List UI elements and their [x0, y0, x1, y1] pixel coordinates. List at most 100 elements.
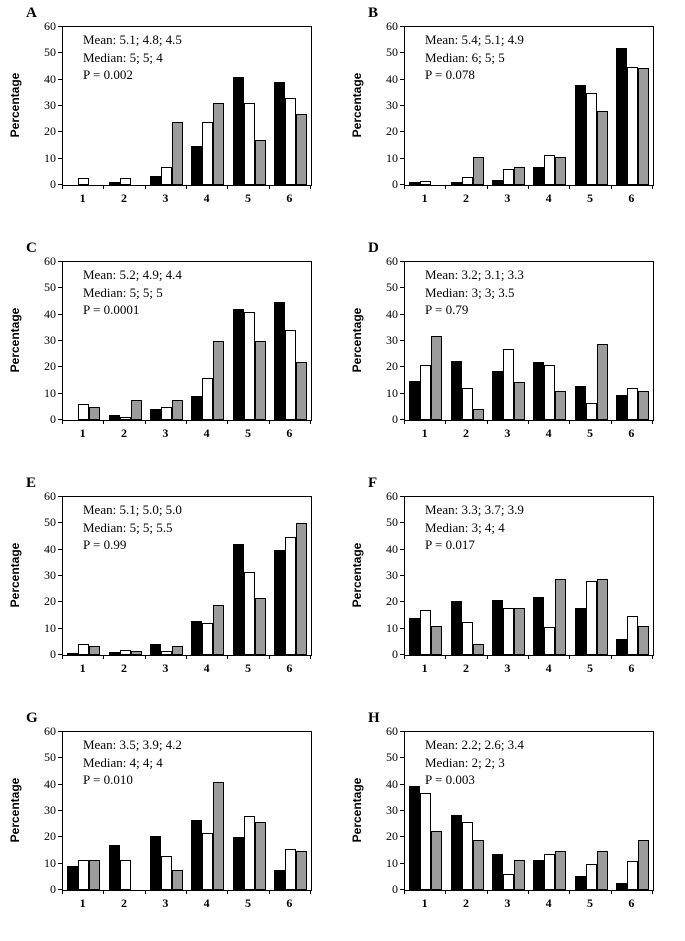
bar-black-cat5: [232, 309, 244, 420]
bar-black-cat4: [533, 597, 545, 655]
bar-gray-cat5: [596, 850, 608, 890]
y-tick-mark: [58, 157, 62, 159]
y-tick-mark: [58, 78, 62, 80]
y-tick-mark: [58, 522, 62, 524]
y-axis-label: Percentage: [350, 777, 364, 843]
bar-white-cat4: [544, 627, 556, 655]
y-tick-label: 40: [44, 71, 56, 86]
bar-white-cat2: [461, 821, 473, 890]
x-tick-label: 6: [286, 896, 293, 910]
bar-black-cat1: [67, 866, 79, 890]
x-tick-mark: [186, 655, 187, 659]
bar-gray-cat1: [89, 406, 101, 420]
y-tick-label: 10: [386, 855, 398, 870]
bar-gray-cat3: [171, 870, 183, 890]
bar-gray-cat1: [431, 626, 443, 655]
panel-letter: E: [26, 475, 37, 491]
y-tick-mark: [400, 26, 404, 27]
x-tick-label: 2: [463, 191, 469, 205]
bar-white-cat6: [284, 98, 296, 185]
y-tick-label: 60: [44, 254, 56, 268]
bar-gray-cat4: [213, 782, 225, 890]
plot-area: Mean: 5.2; 4.9; 4.4 Median: 5; 5; 5 P = 0.…: [62, 261, 312, 421]
y-tick-mark: [400, 313, 404, 315]
y-axis-label: Percentage: [8, 542, 22, 608]
x-tick-mark: [310, 420, 311, 424]
y-tick-label: 40: [386, 71, 398, 86]
panel-letter: G: [26, 710, 38, 726]
y-tick-label: 0: [392, 647, 398, 661]
x-tick-mark: [268, 655, 270, 659]
y-tick-label: 50: [44, 515, 56, 530]
x-tick-mark: [186, 185, 187, 189]
chart-panel-H: H Percentage Mean: 2.2; 2.6; 3.4 Median: 2;…: [342, 705, 685, 940]
bar-gray-cat3: [513, 381, 525, 420]
stats-annotation-line: P = 0.017: [425, 537, 475, 553]
stats-annotation-line: Median: 6; 5; 5: [425, 49, 505, 65]
x-tick-mark: [445, 655, 447, 659]
y-tick-label: 10: [44, 855, 56, 870]
bar-gray-cat6: [637, 626, 649, 655]
x-tick-label: 5: [587, 191, 593, 205]
bar-black-cat3: [149, 409, 161, 420]
y-tick-label: 10: [386, 620, 398, 635]
plot-area: Mean: 3.3; 3.7; 3.9 Median: 3; 4; 4 P = 0.…: [404, 496, 654, 656]
y-tick-mark: [400, 261, 404, 262]
x-tick-label: 5: [245, 191, 251, 205]
y-tick-label: 30: [44, 98, 56, 112]
x-tick-mark: [528, 185, 529, 189]
bar-black-cat5: [574, 875, 586, 890]
stats-annotation-line: Mean: 2.2; 2.6; 3.4: [425, 737, 524, 752]
stats-annotation-line: Median: 3; 4; 4: [425, 519, 505, 535]
bar-black-cat6: [273, 870, 285, 890]
y-tick-mark: [58, 313, 62, 315]
y-tick-mark: [58, 287, 62, 289]
y-tick-label: 20: [44, 124, 56, 139]
y-tick-label: 0: [392, 177, 398, 191]
bar-black-cat6: [273, 549, 285, 655]
y-tick-mark: [400, 392, 404, 394]
x-tick-label: 6: [628, 191, 635, 205]
y-tick-label: 10: [386, 385, 398, 400]
bar-white-cat1: [420, 364, 432, 420]
x-tick-label: 1: [421, 191, 428, 205]
bar-black-cat5: [232, 544, 244, 655]
bar-gray-cat4: [555, 157, 567, 185]
x-tick-mark: [227, 185, 229, 189]
y-tick-mark: [400, 184, 404, 185]
y-tick-mark: [58, 340, 62, 341]
x-tick-mark: [610, 890, 612, 894]
bar-gray-cat3: [513, 859, 525, 890]
x-tick-mark: [103, 420, 105, 424]
x-tick-mark: [103, 890, 105, 894]
bar-white-cat2: [119, 178, 131, 185]
bar-gray-cat1: [89, 645, 101, 655]
y-tick-label: 0: [50, 412, 56, 426]
stats-annotation-line: P = 0.010: [83, 772, 133, 788]
bar-black-cat4: [533, 362, 545, 420]
x-tick-mark: [227, 890, 229, 894]
x-tick-label: 6: [628, 896, 635, 910]
y-tick-mark: [400, 757, 404, 759]
x-tick-mark: [445, 185, 447, 189]
y-tick-label: 20: [44, 594, 56, 609]
y-tick-label: 20: [386, 359, 398, 374]
bar-white-cat4: [202, 121, 214, 185]
y-tick-label: 20: [44, 829, 56, 844]
stats-annotation-line: P = 0.79: [425, 302, 469, 318]
bar-black-cat6: [273, 82, 285, 185]
stats-annotation: Mean: 5.4; 5.1; 4.9 Median: 6; 5; 5 P = 0.…: [425, 31, 524, 84]
bar-white-cat5: [243, 816, 255, 890]
x-tick-label: 4: [203, 896, 210, 910]
bar-black-cat6: [615, 48, 627, 185]
x-tick-label: 3: [162, 896, 169, 910]
stats-annotation-line: P = 0.0001: [83, 302, 140, 318]
bar-white-cat5: [243, 572, 255, 655]
y-tick-label: 50: [386, 280, 398, 295]
y-tick-mark: [58, 184, 62, 185]
x-tick-mark: [652, 420, 653, 424]
stats-annotation-line: P = 0.078: [425, 67, 475, 83]
bar-gray-cat3: [171, 645, 183, 655]
y-tick-mark: [58, 862, 62, 864]
